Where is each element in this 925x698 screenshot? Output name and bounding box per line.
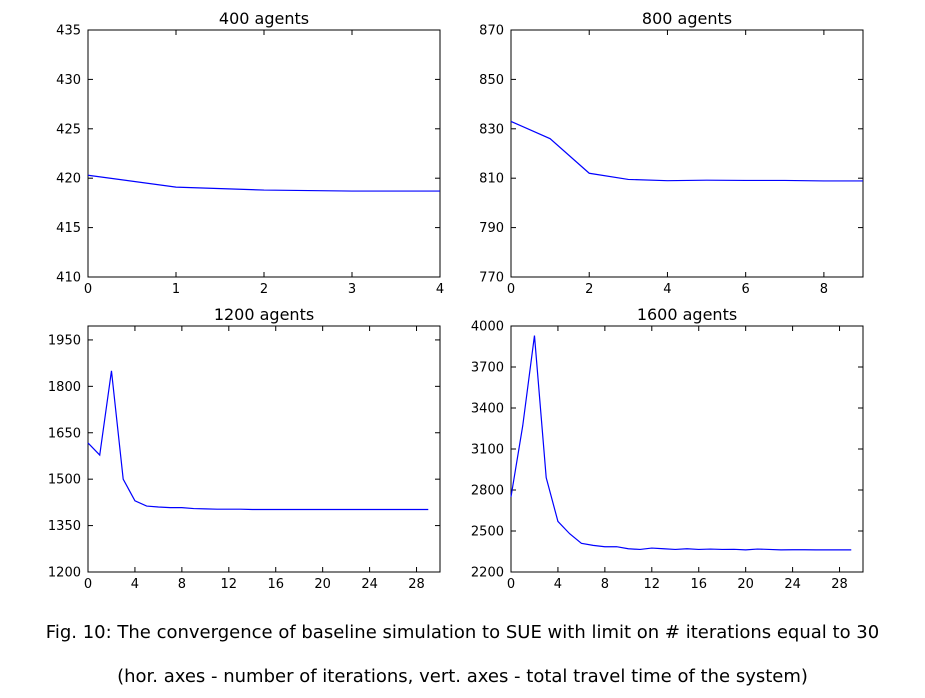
series-line — [510, 335, 852, 551]
subplot-title: 800 agents — [642, 9, 732, 28]
x-tick-label: 16 — [267, 577, 284, 592]
y-tick-label: 1350 — [48, 519, 81, 534]
subplot-3: 1200 agents 0 4 8 12 16 20 24 28 1200 1350 1500 1650… — [48, 305, 441, 592]
subplot-title: 400 agents — [219, 9, 309, 28]
y-tick-label: 3700 — [471, 361, 504, 376]
y-tick-label: 430 — [56, 73, 81, 88]
subplot-2: 800 agents 0 2 4 6 8 770 790 810 830 850 870 — [479, 9, 864, 297]
y-tick-label: 2500 — [471, 525, 504, 540]
x-tick-label: 28 — [831, 577, 848, 592]
y-tick-label: 415 — [56, 221, 81, 236]
y-tick-label: 435 — [56, 24, 81, 39]
y-tick-label: 790 — [479, 221, 504, 236]
x-tick-label: 2 — [260, 282, 268, 297]
subplot-title: 1600 agents — [637, 305, 737, 324]
y-tick-label: 1950 — [48, 333, 81, 348]
y-tick-label: 1500 — [48, 473, 81, 488]
y-tick-label: 410 — [56, 271, 81, 286]
y-tick-label: 870 — [479, 24, 504, 39]
y-tick-label: 2200 — [471, 566, 504, 581]
figure-caption-line-1: Fig. 10: The convergence of baseline sim… — [45, 622, 880, 643]
x-tick-label: 16 — [690, 577, 707, 592]
plot-frame — [510, 29, 864, 278]
x-tick-label: 28 — [408, 577, 425, 592]
subplot-1: 400 agents 0 1 2 3 4 410 415 420 425 430 435 — [56, 9, 444, 297]
x-tick-label: 24 — [784, 577, 801, 592]
x-tick-label: 3 — [348, 282, 356, 297]
subplot-title: 1200 agents — [214, 305, 314, 324]
figure-caption-line-2: (hor. axes - number of iterations, vert.… — [117, 666, 808, 687]
y-tick-label: 425 — [56, 122, 81, 137]
x-tick-label: 0 — [84, 577, 92, 592]
y-tick-label: 810 — [479, 172, 504, 187]
x-tick-label: 8 — [601, 577, 609, 592]
y-tick-label: 3400 — [471, 402, 504, 417]
y-tick-label: 1650 — [48, 426, 81, 441]
plot-frame — [87, 325, 441, 573]
series-line — [510, 120, 863, 182]
x-tick-label: 4 — [663, 282, 671, 297]
x-tick-label: 0 — [507, 282, 515, 297]
plot-frame — [510, 325, 864, 573]
series-line — [87, 174, 440, 192]
x-tick-label: 20 — [314, 577, 331, 592]
x-tick-label: 4 — [436, 282, 444, 297]
x-tick-label: 2 — [585, 282, 593, 297]
plot-frame — [87, 29, 441, 278]
x-tick-label: 4 — [131, 577, 139, 592]
y-tick-label: 420 — [56, 172, 81, 187]
x-tick-label: 24 — [361, 577, 378, 592]
y-tick-label: 2800 — [471, 484, 504, 499]
x-tick-label: 0 — [84, 282, 92, 297]
x-tick-label: 12 — [644, 577, 661, 592]
x-tick-label: 1 — [172, 282, 180, 297]
y-tick-label: 830 — [479, 122, 504, 137]
subplot-4: 1600 agents 0 4 8 12 16 20 24 28 2200 2500 2800 3100… — [471, 305, 864, 592]
y-tick-label: 1200 — [48, 566, 81, 581]
y-tick-label: 1800 — [48, 380, 81, 395]
y-tick-label: 770 — [479, 271, 504, 286]
series-line — [87, 370, 429, 511]
y-tick-label: 850 — [479, 73, 504, 88]
x-tick-label: 20 — [737, 577, 754, 592]
y-tick-label: 3100 — [471, 443, 504, 458]
x-tick-label: 12 — [221, 577, 238, 592]
x-tick-label: 4 — [554, 577, 562, 592]
x-tick-label: 0 — [507, 577, 515, 592]
x-tick-label: 8 — [178, 577, 186, 592]
x-tick-label: 8 — [820, 282, 828, 297]
y-tick-label: 4000 — [471, 320, 504, 335]
x-tick-label: 6 — [742, 282, 750, 297]
